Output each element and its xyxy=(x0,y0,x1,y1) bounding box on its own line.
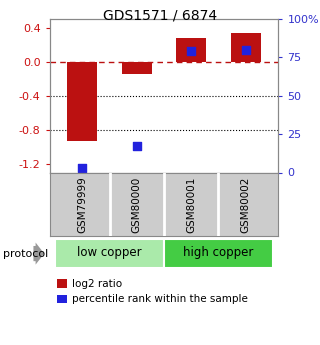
Point xyxy=(80,165,85,171)
Text: GSM79999: GSM79999 xyxy=(77,176,87,233)
Bar xyxy=(176,38,206,62)
Bar xyxy=(231,33,261,62)
FancyArrow shape xyxy=(33,243,44,265)
Bar xyxy=(122,62,152,75)
Text: GDS1571 / 6874: GDS1571 / 6874 xyxy=(103,9,217,23)
Text: high copper: high copper xyxy=(183,246,254,259)
Bar xyxy=(55,239,164,268)
Point xyxy=(243,47,248,52)
Point xyxy=(134,144,139,149)
Text: GSM80000: GSM80000 xyxy=(132,176,142,233)
Bar xyxy=(164,239,273,268)
Text: GSM80001: GSM80001 xyxy=(186,176,196,233)
Text: GSM80002: GSM80002 xyxy=(241,176,251,233)
Point xyxy=(189,48,194,54)
Legend: log2 ratio, percentile rank within the sample: log2 ratio, percentile rank within the s… xyxy=(54,276,251,307)
Bar xyxy=(67,62,97,141)
Text: protocol: protocol xyxy=(3,249,48,258)
Text: low copper: low copper xyxy=(77,246,142,259)
